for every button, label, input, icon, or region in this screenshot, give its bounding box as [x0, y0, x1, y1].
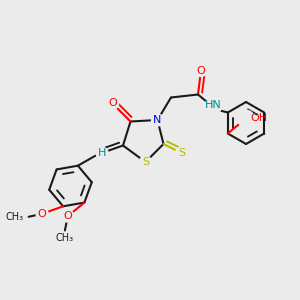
Circle shape	[106, 98, 119, 110]
Text: N: N	[153, 115, 162, 125]
Text: OH: OH	[250, 113, 267, 124]
Circle shape	[176, 147, 188, 159]
Circle shape	[152, 114, 164, 126]
Text: H: H	[98, 148, 106, 158]
Text: HN: HN	[205, 100, 221, 110]
Text: O: O	[64, 211, 72, 221]
Text: CH₃: CH₃	[6, 212, 24, 222]
Circle shape	[36, 208, 48, 220]
Text: O: O	[108, 98, 117, 109]
Text: S: S	[142, 157, 149, 167]
Text: S: S	[178, 148, 185, 158]
Text: O: O	[196, 65, 206, 76]
Text: CH₃: CH₃	[56, 233, 74, 243]
Circle shape	[96, 147, 108, 159]
Circle shape	[195, 64, 207, 76]
Circle shape	[140, 156, 152, 168]
Circle shape	[237, 110, 254, 127]
Circle shape	[62, 210, 74, 222]
Circle shape	[205, 98, 221, 115]
Text: O: O	[38, 209, 46, 219]
